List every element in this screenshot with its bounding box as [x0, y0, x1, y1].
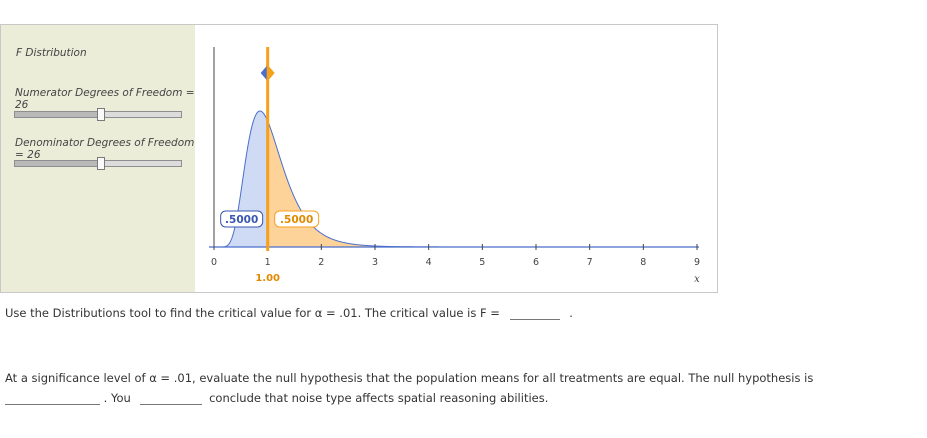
denominator-df-label: Denominator Degrees of Freedom = 26 — [15, 137, 195, 161]
f-distribution-chart: 0 1 2 3 4 5 6 7 8 9 .5000 .5000 1.00 x — [209, 47, 700, 285]
denominator-df-slider-thumb[interactable] — [97, 157, 106, 170]
numerator-df-label: Numerator Degrees of Freedom = 26 — [15, 87, 195, 111]
tool-title: F Distribution — [16, 47, 87, 59]
right-tail-area — [267, 121, 697, 247]
numerator-df-slider-thumb[interactable] — [97, 108, 106, 121]
question-1-text: Use the Distributions tool to find the c… — [5, 306, 500, 320]
x-axis-label: x — [694, 274, 700, 285]
right-area-label: .5000 — [280, 214, 313, 226]
left-area-label: .5000 — [225, 214, 258, 226]
x-tick-label: 8 — [640, 257, 646, 268]
x-tick-label: 0 — [211, 257, 217, 268]
denominator-df-slider[interactable] — [14, 157, 182, 170]
drag-left-arrow-icon[interactable] — [260, 66, 267, 80]
question-2-text: At a significance level of α = .01, eval… — [5, 371, 814, 385]
question-2-end: conclude that noise type affects spatial… — [209, 391, 549, 405]
question-1-period: . — [569, 306, 573, 320]
right-area-badge: .5000 — [274, 210, 320, 228]
x-tick-label: 7 — [587, 257, 593, 268]
denominator-df-slider-fill — [15, 161, 102, 166]
critical-value-label: 1.00 — [255, 273, 280, 284]
x-tick-label: 6 — [533, 257, 539, 268]
question-2-line-2: . You conclude that noise type affects s… — [5, 391, 548, 405]
numerator-df-slider[interactable] — [14, 108, 182, 121]
numerator-df-slider-fill — [15, 112, 102, 117]
f-distribution-tool: F Distribution Numerator Degrees of Free… — [0, 24, 718, 293]
x-tick-label: 9 — [694, 257, 700, 268]
drag-right-arrow-icon[interactable] — [268, 66, 275, 80]
left-area-badge: .5000 — [220, 210, 264, 228]
null-hypothesis-decision-blank[interactable] — [5, 392, 100, 405]
critical-value-answer-blank[interactable] — [509, 307, 560, 320]
question-2-you: . You — [103, 391, 131, 405]
question-1: Use the Distributions tool to find the c… — [5, 306, 573, 320]
conclusion-blank[interactable] — [140, 392, 203, 405]
x-tick-label: 5 — [479, 257, 485, 268]
x-tick-label: 4 — [426, 257, 432, 268]
x-tick-label: 1 — [265, 257, 271, 268]
x-tick-label: 3 — [372, 257, 378, 268]
x-tick-label: 2 — [318, 257, 324, 268]
tool-sidebar: F Distribution Numerator Degrees of Free… — [1, 25, 195, 292]
